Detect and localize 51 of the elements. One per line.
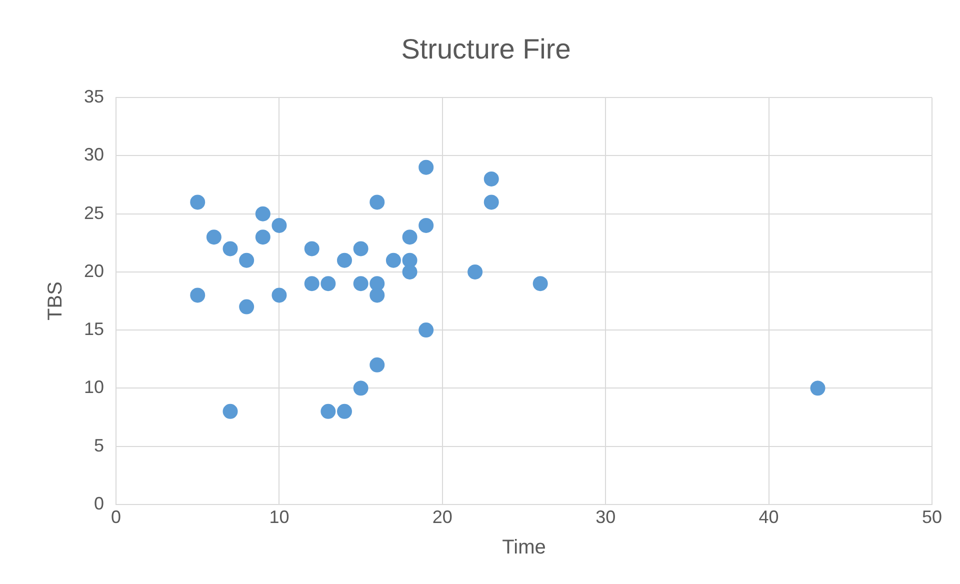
point xyxy=(304,241,320,256)
x-tick-label: 50 xyxy=(922,507,942,528)
point xyxy=(353,380,368,396)
point xyxy=(353,241,368,256)
x-tick-label: 10 xyxy=(269,507,290,528)
point xyxy=(336,252,352,268)
y-tick-label: 5 xyxy=(94,435,104,456)
point xyxy=(484,194,499,210)
y-tick-label: 10 xyxy=(84,377,104,398)
x-tick-label: 0 xyxy=(111,507,122,528)
point xyxy=(353,276,368,292)
x-tick-label: 40 xyxy=(758,507,779,528)
point xyxy=(239,252,254,268)
point xyxy=(206,230,222,245)
point xyxy=(320,276,336,292)
point xyxy=(484,171,499,186)
x-axis-title: Time xyxy=(502,536,546,559)
point xyxy=(418,160,434,175)
point xyxy=(418,322,434,338)
point xyxy=(272,218,287,233)
point xyxy=(370,288,385,303)
point xyxy=(336,404,352,419)
point xyxy=(190,288,206,303)
point xyxy=(320,404,336,419)
point xyxy=(370,194,385,210)
point xyxy=(239,299,254,314)
point xyxy=(532,276,548,292)
point xyxy=(255,230,270,245)
y-tick-label: 20 xyxy=(84,260,104,281)
y-tick-label: 25 xyxy=(84,202,104,223)
point xyxy=(418,218,434,233)
y-tick-label: 0 xyxy=(94,493,104,514)
y-tick-label: 15 xyxy=(84,319,104,340)
x-tick-label: 30 xyxy=(596,507,616,528)
point xyxy=(402,264,418,280)
x-tick-label: 20 xyxy=(432,507,452,528)
point xyxy=(468,264,483,280)
point xyxy=(255,206,270,222)
y-axis-title: TBS xyxy=(44,282,67,320)
point xyxy=(402,230,418,245)
point xyxy=(190,194,206,210)
point xyxy=(386,252,401,268)
point xyxy=(370,357,385,372)
y-tick-label: 30 xyxy=(84,144,104,165)
point xyxy=(304,276,320,292)
point xyxy=(222,241,238,256)
point xyxy=(222,404,238,419)
point xyxy=(810,380,826,396)
chart-title: Structure Fire xyxy=(401,34,571,65)
y-tick-label: 35 xyxy=(84,86,104,107)
point xyxy=(272,288,287,303)
